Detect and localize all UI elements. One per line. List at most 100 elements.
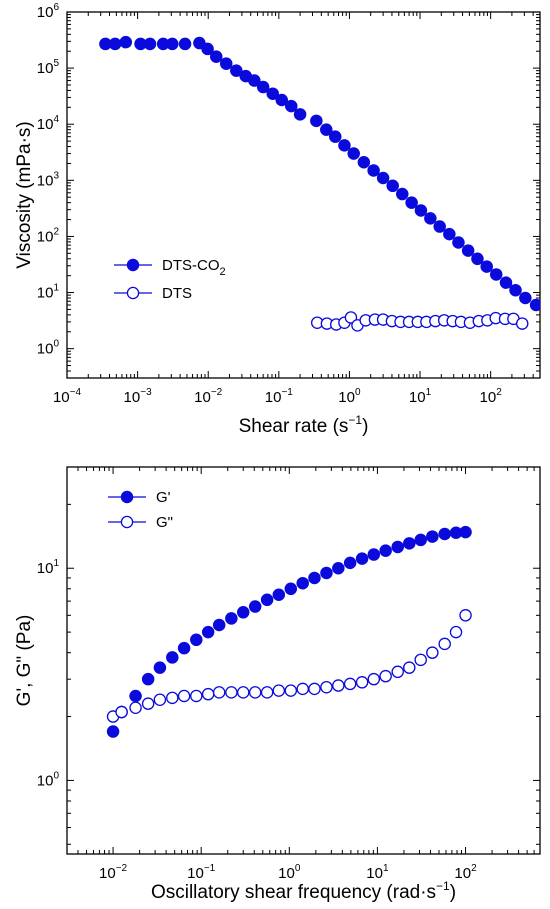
y-tick-label: 106 xyxy=(37,2,60,21)
y-tick-label: 103 xyxy=(37,170,60,189)
x-tick-label: 102 xyxy=(454,863,477,882)
y-tick-label: 102 xyxy=(37,226,60,245)
data-point xyxy=(329,130,342,143)
data-point xyxy=(108,37,122,51)
x-axis-title: Shear rate (s−1) xyxy=(239,413,369,437)
data-point xyxy=(272,588,286,601)
data-point xyxy=(190,689,203,703)
series-g xyxy=(106,609,472,723)
data-point xyxy=(489,268,503,281)
data-point xyxy=(396,187,409,201)
data-point xyxy=(141,697,155,710)
y-axis-title: G', G" (Pa) xyxy=(14,615,35,707)
data-point xyxy=(367,164,380,177)
legend-marker xyxy=(120,515,134,529)
data-point xyxy=(201,625,215,639)
data-point xyxy=(248,600,262,613)
data-point xyxy=(210,50,223,63)
data-point xyxy=(219,57,233,70)
y-axis-title: Viscosity (mPa·s) xyxy=(14,121,35,268)
data-point xyxy=(343,677,357,691)
data-point xyxy=(480,260,493,273)
x-axis-title: Oscillatory shear frequency (rad·s−1) xyxy=(151,879,456,903)
y-tick-label: 100 xyxy=(37,770,60,789)
data-point xyxy=(443,227,456,241)
data-point xyxy=(115,705,128,719)
data-point xyxy=(272,684,286,697)
data-point xyxy=(153,661,167,674)
data-point xyxy=(344,311,358,324)
x-tick-label: 10−1 xyxy=(187,863,216,882)
data-point xyxy=(414,204,428,217)
data-point xyxy=(320,680,333,694)
data-point xyxy=(519,291,532,305)
data-point xyxy=(338,139,351,152)
data-point xyxy=(438,527,451,541)
data-point xyxy=(293,108,307,121)
data-point xyxy=(347,147,360,160)
data-point xyxy=(260,593,274,607)
data-point xyxy=(414,653,427,667)
data-point xyxy=(166,691,179,705)
legend-label: G" xyxy=(156,514,173,531)
data-point xyxy=(376,171,390,185)
data-point xyxy=(236,686,250,699)
data-point xyxy=(201,687,215,701)
data-point xyxy=(296,682,309,696)
data-point xyxy=(499,276,513,289)
data-point xyxy=(248,74,261,87)
x-tick-label: 10−2 xyxy=(99,863,128,882)
legend-label: DTS xyxy=(162,285,192,302)
data-point xyxy=(201,42,214,56)
data-point xyxy=(426,530,439,543)
y-tick-label: 100 xyxy=(37,339,60,358)
data-point xyxy=(357,156,371,169)
plot-frame xyxy=(66,466,541,855)
data-point xyxy=(515,317,529,330)
data-point xyxy=(285,99,298,113)
data-point xyxy=(119,35,133,49)
data-point xyxy=(256,80,270,94)
series-dtsco2 xyxy=(99,35,540,312)
series-dts xyxy=(310,311,529,332)
data-point xyxy=(310,114,323,128)
x-tick-label: 10−1 xyxy=(265,387,294,406)
data-point xyxy=(386,179,399,193)
data-point xyxy=(284,684,298,697)
chart-1: 10−4 10−3 10−2 10−1 100 101 102 100 101 102 103 104… xyxy=(14,2,541,437)
data-point xyxy=(177,689,191,703)
data-point xyxy=(433,220,446,233)
data-point xyxy=(308,682,321,696)
data-point xyxy=(225,612,238,625)
data-point xyxy=(471,252,484,266)
data-point xyxy=(178,37,192,51)
data-point xyxy=(367,548,381,561)
data-point xyxy=(190,633,203,647)
x-tick-label: 101 xyxy=(409,387,432,406)
data-point xyxy=(320,123,333,136)
data-point xyxy=(166,651,179,664)
plot-frame xyxy=(66,11,541,379)
legend-item: G' xyxy=(108,489,171,506)
data-point xyxy=(320,566,333,580)
legend-item: DTS-CO2 xyxy=(114,257,226,278)
x-tick-label: 100 xyxy=(338,387,361,406)
legend-label: DTS-CO2 xyxy=(162,257,226,278)
data-point xyxy=(296,576,309,590)
data-point xyxy=(452,236,465,249)
data-point xyxy=(225,686,238,699)
legend-item: G" xyxy=(108,514,173,531)
y-tick-label: 101 xyxy=(37,283,60,302)
data-point xyxy=(212,618,226,632)
data-point xyxy=(284,582,298,596)
data-point xyxy=(391,540,404,554)
y-tick-label: 105 xyxy=(37,58,60,77)
data-point xyxy=(106,725,120,738)
data-point xyxy=(248,686,262,699)
data-point xyxy=(153,693,167,706)
data-point xyxy=(379,669,392,683)
data-point xyxy=(438,637,451,651)
data-point xyxy=(129,689,142,703)
